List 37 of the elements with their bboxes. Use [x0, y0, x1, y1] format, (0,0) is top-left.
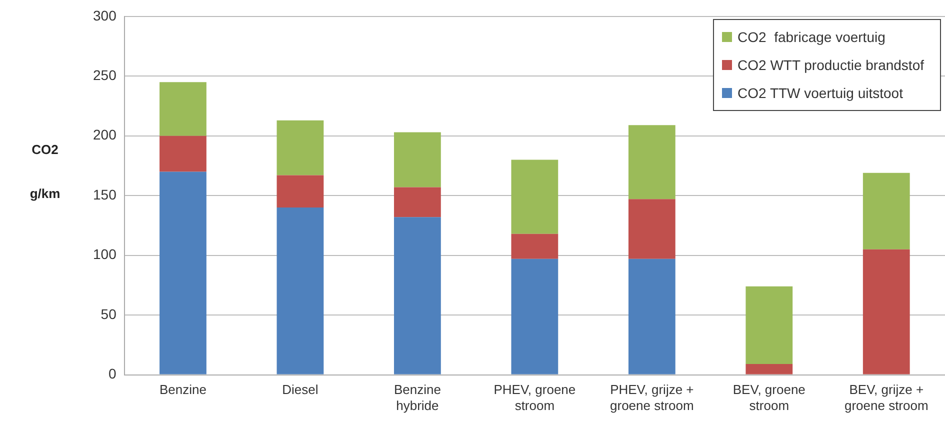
- y-tick-label: 250: [93, 66, 117, 83]
- bar: [628, 199, 676, 259]
- x-tick-label: PHEV, groene stroom: [494, 382, 576, 413]
- bar: [862, 249, 910, 374]
- y-tick-label: 50: [100, 306, 117, 322]
- bar: [746, 364, 793, 374]
- bar: [276, 120, 324, 176]
- bar: [160, 172, 206, 374]
- text: CO2 g/km: [30, 142, 60, 201]
- y-tick-label: 300: [93, 7, 117, 24]
- x-tick-label: BEV, grijze + groene stroom: [844, 382, 928, 413]
- legend-label: CO2 TTW voertuig uitstoot: [738, 85, 903, 101]
- bar: [394, 132, 441, 188]
- bar: [511, 258, 558, 374]
- bar: [862, 172, 910, 250]
- bar: [394, 217, 441, 374]
- y-tick-label: 100: [93, 246, 117, 262]
- bar: [746, 286, 793, 364]
- legend-label: CO2 WTT productie brandstof: [738, 57, 924, 73]
- x-tick-label: Diesel: [282, 382, 318, 398]
- bar: [160, 136, 206, 172]
- bar: [511, 160, 558, 234]
- y-tick-label: 0: [108, 366, 117, 382]
- y-tick-label: 150: [93, 186, 117, 202]
- bar: [628, 258, 676, 374]
- x-tick-label: Benzine: [159, 382, 206, 398]
- legend-label: CO2 fabricage voertuig: [738, 29, 886, 45]
- bar: [394, 187, 441, 218]
- bar: [511, 234, 558, 259]
- bar: [276, 208, 324, 374]
- x-tick-label: Benzine hybride: [394, 382, 441, 413]
- x-tick-label: BEV, groene stroom: [732, 382, 806, 413]
- bar: [628, 125, 676, 200]
- bar: [276, 175, 324, 208]
- bar: [160, 82, 206, 136]
- y-tick-label: 200: [93, 126, 117, 143]
- x-tick-label: PHEV, grijze + groene stroom: [610, 382, 694, 413]
